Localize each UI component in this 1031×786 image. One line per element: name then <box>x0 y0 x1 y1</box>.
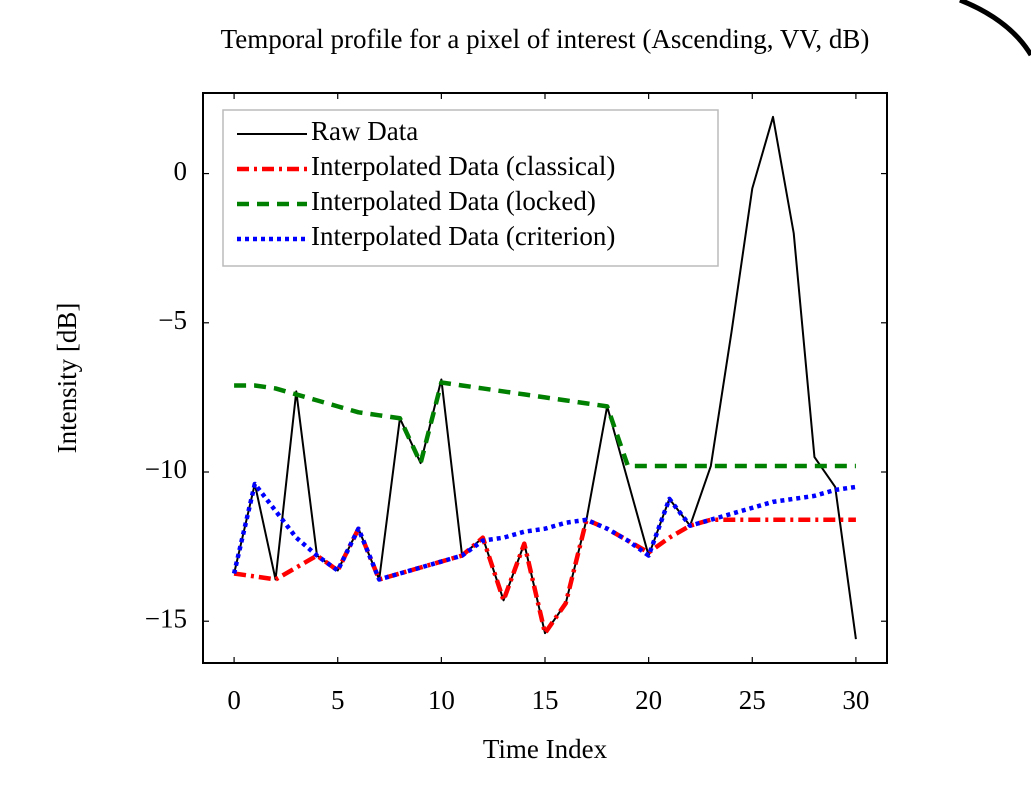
y-tick-label: −10 <box>145 454 187 484</box>
x-tick-label: 0 <box>227 685 241 715</box>
x-tick-label: 15 <box>532 685 559 715</box>
x-tick-label: 10 <box>428 685 455 715</box>
y-tick-label: −15 <box>145 603 187 633</box>
x-axis-label: Time Index <box>483 734 608 764</box>
decoration <box>959 0 1031 57</box>
y-tick-label: −5 <box>158 305 187 335</box>
x-tick-label: 30 <box>842 685 869 715</box>
x-tick-label: 25 <box>739 685 766 715</box>
y-axis-label: Intensity [dB] <box>52 303 82 454</box>
legend-box <box>222 109 719 267</box>
legend-label: Interpolated Data (locked) <box>311 186 596 216</box>
legend-label: Raw Data <box>311 116 418 146</box>
data-line <box>233 115 857 640</box>
legend-label: Interpolated Data (criterion) <box>311 221 615 251</box>
x-tick-label: 20 <box>635 685 662 715</box>
legend-label: Interpolated Data (classical) <box>311 151 615 181</box>
y-tick-label: 0 <box>174 156 188 186</box>
x-tick-label: 5 <box>331 685 345 715</box>
data-line <box>231 481 857 582</box>
data-line <box>233 517 856 636</box>
data-line <box>234 380 856 469</box>
chart-title: Temporal profile for a pixel of interest… <box>221 24 870 54</box>
plot-frame <box>202 92 888 664</box>
